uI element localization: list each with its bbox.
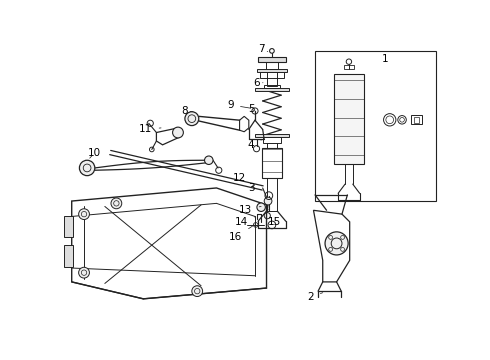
Bar	[264, 85, 280, 88]
Bar	[64, 245, 73, 266]
Bar	[415, 117, 419, 123]
Bar	[262, 148, 282, 178]
Circle shape	[325, 232, 348, 255]
Circle shape	[78, 267, 89, 278]
Bar	[64, 216, 73, 237]
Bar	[255, 134, 289, 137]
Bar	[334, 74, 365, 164]
Text: 16: 16	[229, 225, 254, 242]
Text: 10: 10	[88, 148, 101, 158]
Text: 1: 1	[382, 54, 389, 64]
Circle shape	[204, 156, 213, 165]
Text: 6: 6	[253, 78, 263, 88]
Circle shape	[172, 127, 183, 138]
Bar	[266, 62, 278, 69]
Circle shape	[192, 286, 203, 297]
Circle shape	[264, 197, 272, 205]
Text: 14: 14	[235, 217, 255, 227]
Circle shape	[78, 209, 89, 220]
Bar	[267, 178, 277, 211]
Bar	[258, 57, 286, 62]
Text: 8: 8	[181, 106, 193, 116]
Text: 13: 13	[239, 204, 261, 215]
Circle shape	[257, 203, 266, 211]
Text: 15: 15	[268, 210, 281, 227]
Circle shape	[79, 160, 95, 176]
Bar	[263, 137, 281, 143]
Text: 7: 7	[258, 44, 268, 54]
Bar	[255, 88, 289, 91]
Circle shape	[185, 112, 199, 126]
Bar	[411, 115, 422, 125]
Bar	[344, 65, 353, 69]
Text: 5: 5	[248, 104, 255, 114]
Text: 11: 11	[139, 125, 161, 134]
Text: 3: 3	[248, 183, 262, 193]
Text: 2: 2	[307, 292, 323, 302]
Bar	[257, 69, 287, 72]
Text: 4: 4	[248, 140, 261, 150]
Circle shape	[111, 198, 122, 209]
Bar	[260, 72, 284, 78]
Bar	[315, 51, 436, 201]
Bar	[268, 143, 276, 148]
Text: 9: 9	[227, 100, 251, 110]
Text: 12: 12	[233, 173, 253, 186]
Bar	[267, 72, 277, 86]
